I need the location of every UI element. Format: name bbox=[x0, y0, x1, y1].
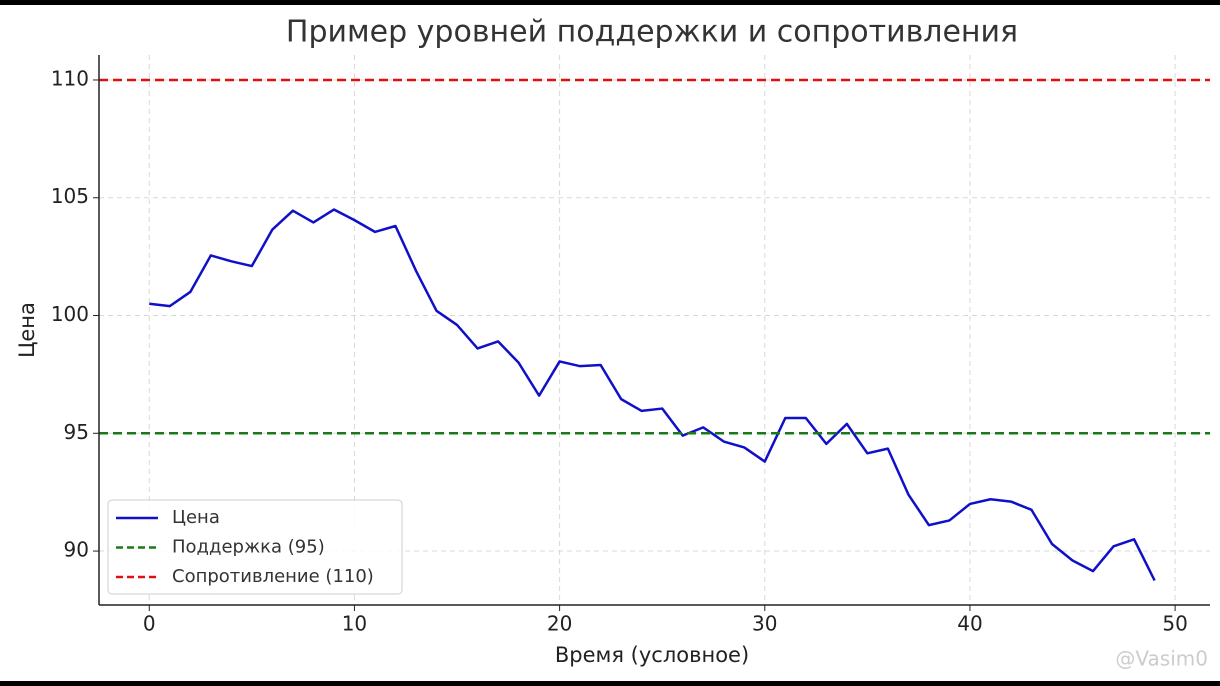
price-line bbox=[149, 208, 1156, 582]
x-tick-label: 0 bbox=[143, 612, 156, 636]
bottom-border bbox=[0, 681, 1220, 686]
y-axis-label: Цена bbox=[15, 302, 39, 358]
y-tick-label: 110 bbox=[51, 66, 89, 90]
legend-label: Цена bbox=[172, 507, 220, 528]
x-tick-label: 20 bbox=[547, 612, 572, 636]
x-tick-label: 10 bbox=[342, 612, 367, 636]
legend-label: Поддержка (95) bbox=[172, 537, 325, 558]
x-tick-label: 50 bbox=[1162, 612, 1187, 636]
ticks: 0 10 20 30 40 50 90 95 100 105 110 bbox=[51, 66, 1188, 635]
legend: Цена Поддержка (95) Сопротивление (110) bbox=[116, 507, 374, 587]
legend-label: Сопротивление (110) bbox=[172, 566, 374, 587]
y-tick-label: 95 bbox=[64, 420, 89, 444]
x-tick-label: 40 bbox=[957, 612, 982, 636]
x-tick-label: 30 bbox=[752, 612, 777, 636]
watermark: @Vasim0 bbox=[1115, 647, 1208, 671]
plot bbox=[99, 78, 1210, 582]
x-axis-label: Время (условное) bbox=[555, 643, 749, 667]
y-tick-label: 100 bbox=[51, 302, 89, 326]
legend-box bbox=[107, 499, 403, 595]
y-tick-label: 90 bbox=[64, 538, 89, 562]
grid bbox=[99, 55, 1210, 605]
top-border bbox=[0, 0, 1220, 5]
chart-title: Пример уровней поддержки и сопротивления bbox=[286, 15, 1018, 50]
y-tick-label: 105 bbox=[51, 184, 89, 208]
